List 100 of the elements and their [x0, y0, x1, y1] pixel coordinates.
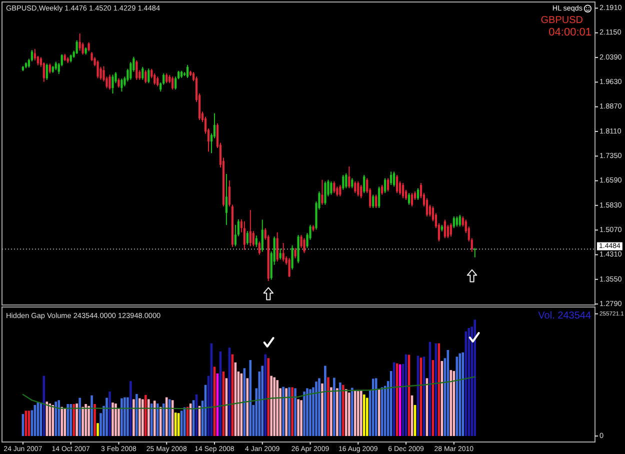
bar [362, 394, 366, 436]
candlestick [348, 166, 350, 189]
bar [60, 406, 63, 436]
bar [120, 398, 123, 436]
candlestick [416, 188, 420, 200]
bar [366, 398, 368, 436]
bar [342, 384, 344, 436]
candlestick [156, 76, 159, 87]
candlestick [120, 78, 123, 92]
bar [90, 395, 93, 436]
bar [130, 381, 132, 436]
candlestick [450, 222, 452, 238]
candlestick [333, 180, 336, 194]
bar [285, 388, 288, 436]
bar [318, 378, 320, 436]
bar [333, 378, 336, 436]
candlestick [118, 78, 120, 88]
bar [48, 404, 52, 436]
candlestick [78, 32, 81, 52]
bar [126, 397, 129, 436]
bar [327, 377, 330, 436]
bar [351, 388, 354, 436]
line-series [22, 376, 476, 410]
bar [336, 388, 338, 436]
bar [112, 402, 114, 436]
bar [156, 404, 159, 436]
bar [468, 328, 470, 436]
bar [303, 392, 306, 436]
bar [72, 404, 75, 436]
bar [288, 387, 290, 436]
candlestick [375, 194, 378, 208]
bar [106, 398, 108, 436]
candlestick [339, 184, 342, 197]
candlestick [154, 72, 156, 86]
bar [78, 398, 81, 436]
bar [360, 390, 362, 436]
candlestick [456, 216, 458, 227]
candlestick [246, 230, 248, 246]
candlestick [225, 173, 228, 226]
candlestick [363, 174, 366, 194]
candlestick [410, 192, 414, 207]
bar [282, 386, 284, 436]
candlestick [228, 180, 230, 207]
bar [108, 392, 111, 436]
candlestick [46, 63, 48, 80]
bar [153, 400, 156, 436]
bar [136, 394, 138, 436]
candlestick [387, 178, 390, 192]
candlestick [144, 70, 147, 84]
bar [66, 404, 69, 436]
candlestick [330, 180, 332, 196]
annotation: GBPUSD [540, 14, 583, 26]
candlestick [90, 51, 93, 62]
bar [58, 400, 60, 436]
candlestick [148, 68, 150, 84]
candlestick [258, 240, 260, 256]
bar [354, 390, 356, 436]
bar [88, 406, 90, 436]
bar [150, 404, 153, 436]
candlestick [342, 174, 344, 190]
candlestick [378, 186, 380, 208]
candlestick [291, 244, 294, 270]
candlestick [444, 219, 446, 239]
candlestick [276, 232, 278, 262]
bar [324, 366, 326, 436]
candlestick [142, 66, 144, 80]
bar [267, 358, 270, 436]
candlestick [354, 180, 356, 194]
candlestick [408, 192, 410, 206]
candlestick [261, 219, 264, 252]
bar [82, 406, 84, 436]
candlestick [390, 171, 392, 186]
bar [64, 408, 66, 436]
bar [273, 377, 276, 436]
bar [261, 366, 264, 436]
candlestick [112, 74, 114, 94]
bar [270, 376, 272, 436]
candlestick [76, 40, 78, 54]
candlestick [186, 64, 189, 78]
candlestick [136, 60, 138, 80]
bar [148, 399, 150, 436]
bar [321, 383, 324, 436]
bar [94, 404, 96, 436]
candlestick [393, 171, 396, 188]
candlestick [446, 224, 449, 239]
candlestick [357, 180, 360, 197]
candlestick [345, 172, 348, 189]
candlestick [458, 214, 461, 227]
bar [357, 391, 360, 436]
bar [84, 404, 87, 436]
candlestick [282, 242, 284, 262]
candlestick [243, 220, 246, 250]
candlestick [303, 238, 306, 254]
bar [96, 423, 99, 436]
candlestick [321, 179, 324, 206]
bar [70, 404, 72, 436]
candlestick [249, 209, 252, 247]
candlestick [279, 248, 282, 260]
bar [474, 320, 476, 436]
candlestick [255, 235, 258, 248]
